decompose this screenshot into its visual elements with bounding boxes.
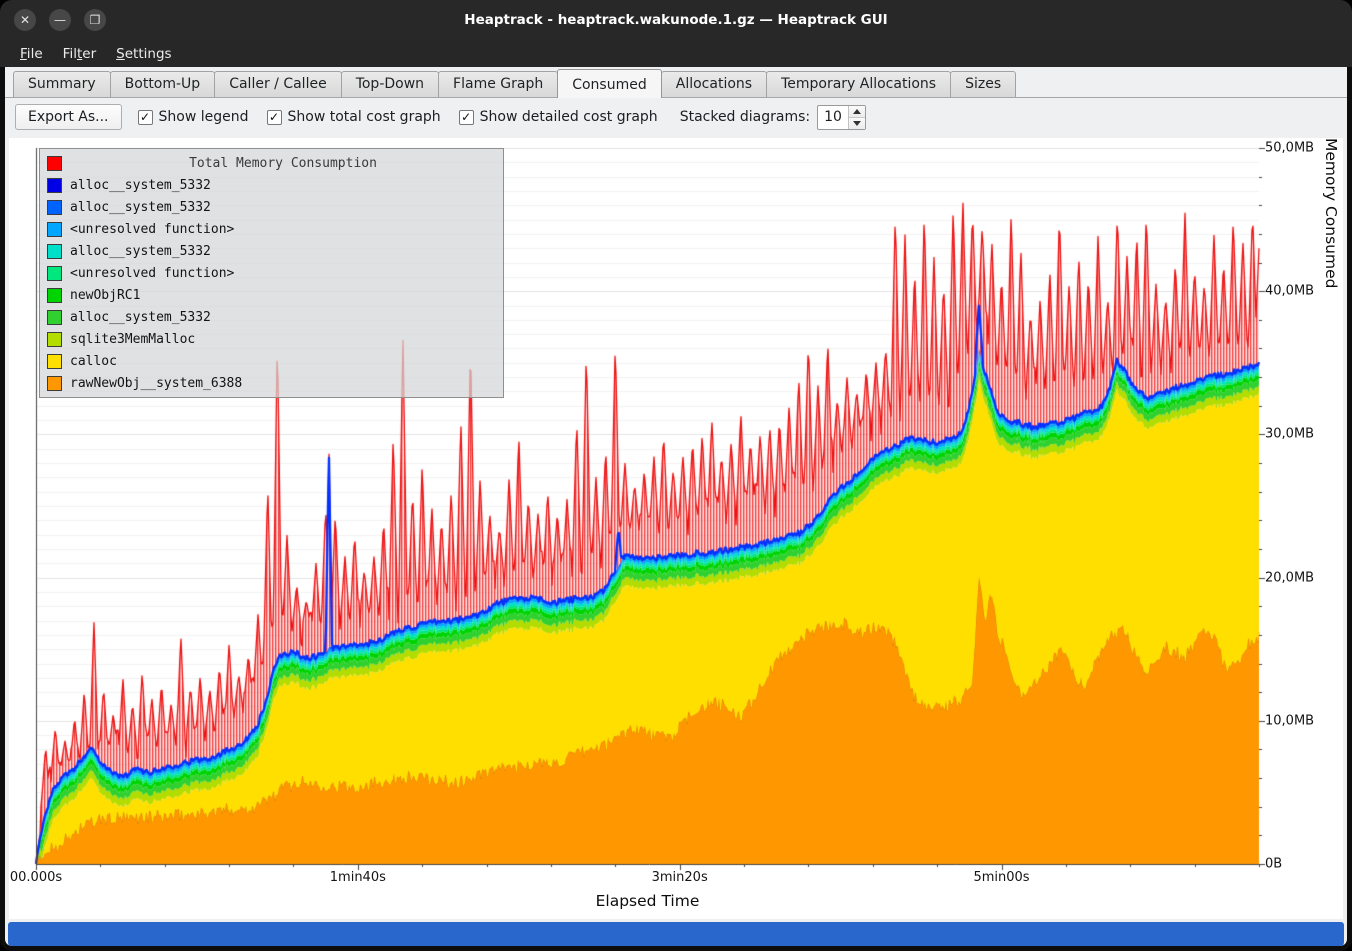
- checkbox-label: Show detailed cost graph: [479, 109, 658, 125]
- tab-top-down[interactable]: Top-Down: [340, 71, 440, 97]
- tab-flame-graph[interactable]: Flame Graph: [438, 71, 559, 97]
- legend-entry: <unresolved function>: [47, 262, 496, 284]
- arrow-up-icon: [853, 108, 862, 114]
- legend-swatch-icon: [47, 331, 62, 347]
- tab-bar: Summary Bottom-Up Caller / Callee Top-Down F…: [5, 67, 1347, 98]
- menu-item-filter[interactable]: Filter: [62, 45, 97, 62]
- y-tick-label: 40,0MB: [1265, 283, 1315, 299]
- close-icon: ✕: [19, 13, 31, 27]
- maximize-button[interactable]: ❐: [84, 9, 106, 31]
- minimize-icon: —: [54, 13, 66, 27]
- maximize-icon: ❐: [89, 13, 101, 27]
- legend-entry-label: rawNewObj__system_6388: [70, 375, 243, 391]
- legend-entry: alloc__system_5332: [47, 306, 496, 328]
- y-tick-label: 50,0MB: [1265, 140, 1315, 156]
- chart-area: Total Memory Consumption alloc__system_53…: [9, 138, 1343, 919]
- stacked-diagrams-control: Stacked diagrams: 10: [679, 104, 867, 130]
- tab-consumed[interactable]: Consumed: [557, 69, 662, 98]
- legend-entry-label: <unresolved function>: [70, 265, 235, 281]
- spinbox-arrows: [848, 105, 866, 129]
- toolbar: Export As... ✓ Show legend ✓ Show total cos…: [5, 98, 1347, 136]
- legend-entry-label: newObjRC1: [70, 287, 141, 303]
- y-tick-label: 0B: [1265, 856, 1283, 872]
- legend-entry-label: calloc: [70, 353, 117, 369]
- checkbox-label: Show legend: [158, 109, 249, 125]
- window-title: Heaptrack - heaptrack.wakunode.1.gz — He…: [464, 12, 888, 28]
- legend-entry-label: alloc__system_5332: [70, 309, 211, 325]
- y-tick-label: 30,0MB: [1265, 426, 1315, 442]
- legend-swatch-icon: [47, 199, 62, 215]
- chart-horizontal-scrollbar[interactable]: [8, 922, 1344, 946]
- checkbox-show-total-cost-graph[interactable]: ✓ Show total cost graph: [266, 109, 441, 125]
- minimize-button[interactable]: —: [49, 9, 71, 31]
- stacked-diagrams-label: Stacked diagrams:: [679, 109, 811, 125]
- tab-temporary-allocations[interactable]: Temporary Allocations: [766, 71, 952, 97]
- y-axis-label: Memory Consumed: [1322, 138, 1340, 289]
- checkbox-show-legend[interactable]: ✓ Show legend: [137, 109, 249, 125]
- legend-title-row: Total Memory Consumption: [47, 152, 496, 174]
- window-controls: ✕ — ❐: [14, 9, 106, 31]
- menu-item-settings[interactable]: Settings: [116, 45, 172, 62]
- arrow-down-icon: [853, 120, 862, 126]
- legend-entry-label: alloc__system_5332: [70, 177, 211, 193]
- legend-entry-label: sqlite3MemMalloc: [70, 331, 196, 347]
- tab-summary[interactable]: Summary: [13, 71, 111, 97]
- spinbox-value[interactable]: 10: [824, 109, 842, 125]
- checkbox-show-detailed-cost-graph[interactable]: ✓ Show detailed cost graph: [458, 109, 658, 125]
- checkbox-icon[interactable]: ✓: [266, 109, 282, 125]
- x-tick-label: 3min20s: [651, 870, 708, 885]
- spin-up-button[interactable]: [849, 105, 866, 117]
- menu-item-file[interactable]: File: [20, 45, 43, 62]
- legend-swatch-icon: [47, 221, 62, 237]
- checkbox-icon[interactable]: ✓: [137, 109, 153, 125]
- legend-swatch-icon: [47, 177, 62, 193]
- legend-swatch-icon: [47, 265, 62, 281]
- legend-entry: newObjRC1: [47, 284, 496, 306]
- x-tick-label: 00.000s: [9, 870, 63, 885]
- x-tick-label: 5min00s: [973, 870, 1030, 885]
- legend-swatch-icon: [47, 375, 62, 391]
- spin-down-button[interactable]: [849, 116, 866, 129]
- legend-entry: calloc: [47, 350, 496, 372]
- legend-entry: <unresolved function>: [47, 218, 496, 240]
- menu-bar: File Filter Settings: [0, 40, 1352, 67]
- tab-allocations[interactable]: Allocations: [660, 71, 768, 97]
- x-tick-label: 1min40s: [329, 870, 386, 885]
- chart-legend[interactable]: Total Memory Consumption alloc__system_53…: [39, 148, 504, 398]
- tab-sizes[interactable]: Sizes: [950, 71, 1017, 97]
- app-body: Summary Bottom-Up Caller / Callee Top-Down F…: [5, 67, 1347, 946]
- legend-entry-label: alloc__system_5332: [70, 243, 211, 259]
- legend-swatch-icon: [47, 309, 62, 325]
- title-bar[interactable]: ✕ — ❐ Heaptrack - heaptrack.wakunode.1.g…: [0, 0, 1352, 40]
- y-tick-label: 20,0MB: [1265, 570, 1315, 586]
- y-tick-label: 10,0MB: [1265, 713, 1315, 729]
- checkbox-icon[interactable]: ✓: [458, 109, 474, 125]
- close-button[interactable]: ✕: [14, 9, 36, 31]
- x-axis-label: Elapsed Time: [595, 892, 700, 910]
- export-as-button[interactable]: Export As...: [15, 104, 122, 130]
- tab-caller-callee[interactable]: Caller / Callee: [214, 71, 342, 97]
- legend-swatch-icon: [47, 353, 62, 369]
- legend-entry: sqlite3MemMalloc: [47, 328, 496, 350]
- legend-title: Total Memory Consumption: [189, 155, 377, 171]
- legend-entry: alloc__system_5332: [47, 240, 496, 262]
- checkbox-label: Show total cost graph: [287, 109, 441, 125]
- legend-swatch-icon: [47, 287, 62, 303]
- legend-entry-label: alloc__system_5332: [70, 199, 211, 215]
- tab-bottom-up[interactable]: Bottom-Up: [109, 71, 216, 97]
- legend-entry: rawNewObj__system_6388: [47, 372, 496, 394]
- legend-entry: alloc__system_5332: [47, 196, 496, 218]
- stacked-diagrams-spinbox[interactable]: 10: [817, 104, 867, 130]
- legend-entry: alloc__system_5332: [47, 174, 496, 196]
- legend-swatch-icon: [47, 155, 62, 171]
- legend-swatch-icon: [47, 243, 62, 259]
- checkbox-group: ✓ Show legend ✓ Show total cost graph ✓ Show …: [137, 109, 658, 125]
- legend-entry-label: <unresolved function>: [70, 221, 235, 237]
